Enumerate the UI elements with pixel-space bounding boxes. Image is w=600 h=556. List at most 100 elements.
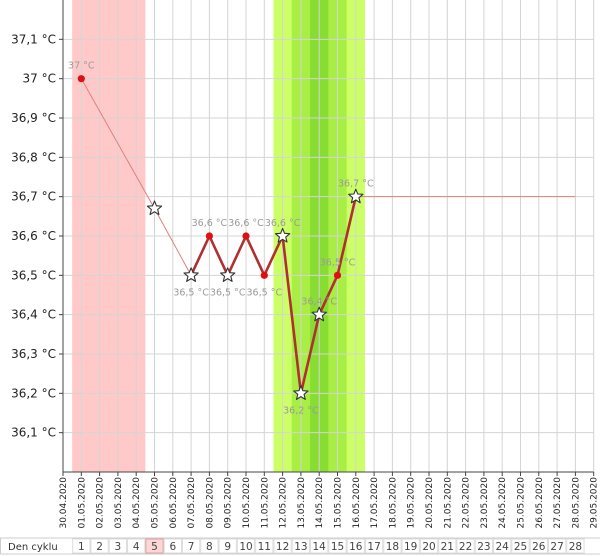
cycle-day-cell[interactable] xyxy=(401,538,420,554)
temperature-star-marker[interactable] xyxy=(220,267,236,282)
temperature-dot-marker[interactable] xyxy=(77,75,85,83)
cycle-day-label[interactable]: 1 xyxy=(78,541,85,553)
x-tick-label: 24.05.2020 xyxy=(498,477,508,529)
cycle-day-cell[interactable] xyxy=(364,538,384,554)
cycle-day-cell[interactable] xyxy=(511,538,530,554)
temperature-star-marker[interactable] xyxy=(348,188,364,204)
cycle-day-cell[interactable] xyxy=(346,538,365,554)
x-tick-label: 05.05.2020 xyxy=(151,477,161,529)
temperature-dot-marker[interactable] xyxy=(242,232,250,240)
temperature-value-label: 36,6 °C xyxy=(228,218,264,229)
cycle-day-label[interactable]: 6 xyxy=(169,541,176,553)
temperature-dot-marker[interactable] xyxy=(333,271,342,279)
temperature-value-label: 36,6 °C xyxy=(192,218,228,229)
temperature-value-label: 37 °C xyxy=(68,61,95,72)
cycle-day-label[interactable]: 24 xyxy=(496,541,510,553)
cycle-day-cell[interactable] xyxy=(474,538,494,554)
cycle-day-cell[interactable] xyxy=(181,538,201,554)
x-tick-label: 09.05.2020 xyxy=(224,477,234,529)
cycle-day-label[interactable]: 18 xyxy=(386,541,399,553)
temperature-segment xyxy=(262,234,284,277)
cycle-day-cell[interactable] xyxy=(218,538,237,554)
cycle-day-label[interactable]: 27 xyxy=(550,541,563,553)
cycle-day-label[interactable]: 20 xyxy=(422,541,435,553)
cycle-day-label[interactable]: 10 xyxy=(239,541,252,553)
x-tick-label: 13.05.2020 xyxy=(297,477,307,529)
temperature-star-marker[interactable] xyxy=(183,267,199,282)
cycle-day-label[interactable]: 7 xyxy=(188,541,195,553)
cycle-day-cell[interactable] xyxy=(438,538,457,554)
cycle-day-cell[interactable] xyxy=(310,538,329,554)
cycle-day-label[interactable]: 16 xyxy=(349,541,363,553)
x-axis: 30.04.2020 01.05.2020 02.05.2020 03.05.2020… xyxy=(59,472,600,529)
temperature-segment xyxy=(80,78,155,209)
x-tick-label: 27.05.2020 xyxy=(553,477,563,529)
cycle-day-cell[interactable] xyxy=(127,538,146,554)
y-tick-label: 36,4 °C xyxy=(11,308,56,322)
cycle-day-label[interactable]: 5 xyxy=(151,541,158,553)
temperature-value-label: 36,4 °C xyxy=(301,297,337,308)
cycle-day-cell[interactable] xyxy=(566,538,585,554)
cycle-day-cell[interactable] xyxy=(419,538,439,554)
cycle-day-label[interactable]: 9 xyxy=(224,541,231,553)
cycle-day-cell[interactable] xyxy=(163,538,182,554)
x-tick-label: 01.05.2020 xyxy=(77,477,87,529)
temperature-value-label: 36,7 °C xyxy=(338,179,374,190)
cycle-day-label[interactable]: 28 xyxy=(569,541,582,553)
cycle-day-label[interactable]: 23 xyxy=(477,541,490,553)
x-tick-label: 21.05.2020 xyxy=(443,477,453,529)
cycle-day-cell[interactable] xyxy=(273,538,292,554)
cycle-day-cell[interactable] xyxy=(529,538,548,554)
cycle-day-cell[interactable] xyxy=(255,538,274,554)
y-tick-label: 36,3 °C xyxy=(11,347,56,361)
cycle-day-cell[interactable] xyxy=(145,538,164,554)
y-tick-label: 36,6 °C xyxy=(11,229,56,243)
temperature-star-marker[interactable] xyxy=(311,306,327,322)
temperature-segment xyxy=(226,234,248,277)
temperature-dot-marker[interactable] xyxy=(205,232,213,240)
cycle-day-label[interactable]: 8 xyxy=(206,541,213,553)
cycle-day-label[interactable]: 26 xyxy=(532,541,546,553)
cycle-day-label[interactable]: 17 xyxy=(367,541,380,553)
cycle-day-label[interactable]: 11 xyxy=(258,541,271,553)
cycle-day-cell[interactable] xyxy=(456,538,475,554)
cycle-day-cell[interactable] xyxy=(493,538,512,554)
temperature-segment xyxy=(317,274,339,316)
cycle-day-label[interactable]: 2 xyxy=(96,541,103,553)
cycle-day-label[interactable]: 4 xyxy=(133,541,140,553)
x-tick-label: 07.05.2020 xyxy=(187,477,197,529)
x-tick-label: 18.05.2020 xyxy=(388,477,398,529)
cycle-day-label[interactable]: 21 xyxy=(441,541,454,553)
cycle-day-label[interactable]: 12 xyxy=(276,541,289,553)
cycle-day-cell[interactable] xyxy=(328,538,347,554)
x-tick-label: 04.05.2020 xyxy=(132,477,142,529)
cycle-day-label[interactable]: 25 xyxy=(514,541,527,553)
temperature-star-marker[interactable] xyxy=(293,385,309,400)
temperature-star-marker[interactable] xyxy=(274,227,291,243)
x-tick-label: 23.05.2020 xyxy=(480,477,490,529)
cycle-day-label[interactable]: 13 xyxy=(294,541,307,553)
cycle-day-cell[interactable] xyxy=(90,538,109,554)
cycle-day-label[interactable]: 15 xyxy=(331,541,344,553)
cycle-day-cell[interactable] xyxy=(236,538,256,554)
temperature-dot-marker[interactable] xyxy=(260,271,268,279)
cycle-day-cell[interactable] xyxy=(547,538,567,554)
cycle-day-label[interactable]: 22 xyxy=(459,541,472,553)
cycle-day-label[interactable]: 3 xyxy=(115,541,122,553)
y-tick-label: 37 °C xyxy=(23,72,56,86)
cycle-day-cell[interactable] xyxy=(72,538,91,554)
cycle-day-cell[interactable] xyxy=(291,538,311,554)
cycle-day-cell[interactable] xyxy=(200,538,219,554)
temperature-markers[interactable] xyxy=(77,75,364,400)
cycle-day-label[interactable]: 19 xyxy=(404,541,417,553)
temperature-star-marker[interactable] xyxy=(146,200,163,216)
cycle-day-cell[interactable] xyxy=(108,538,128,554)
x-tick-label: 19.05.2020 xyxy=(407,477,417,529)
temperature-segment xyxy=(189,234,211,277)
y-tick-label: 36,7 °C xyxy=(11,190,56,204)
x-tick-label: 06.05.2020 xyxy=(169,477,179,529)
cycle-day-label[interactable]: 14 xyxy=(313,541,327,553)
temperature-value-label: 36,5 °C xyxy=(210,287,246,298)
cycle-day-cell[interactable] xyxy=(383,538,402,554)
